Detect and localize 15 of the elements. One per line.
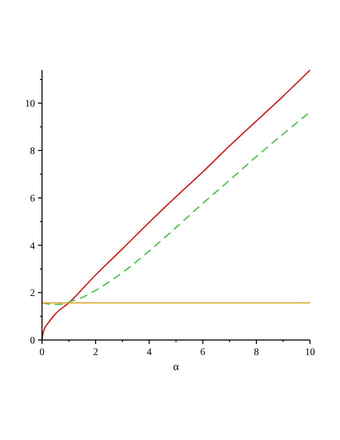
x-axis-title: α	[173, 361, 180, 373]
y-tick-label: 2	[30, 288, 35, 300]
x-tick-label: 8	[254, 347, 259, 358]
y-tick-label: 8	[30, 146, 35, 158]
y-tick-label: 6	[30, 193, 35, 204]
x-tick-label: 2	[93, 347, 98, 358]
x-tick-label: 0	[40, 347, 44, 358]
x-tick-label: 10	[305, 347, 315, 358]
line-series	[41, 111, 311, 306]
y-tick-label: 0	[30, 336, 35, 346]
line-series	[41, 69, 311, 341]
y-tick-label: 10	[25, 98, 35, 110]
x-tick-label: 6	[200, 347, 206, 358]
y-tick-label: 4	[30, 240, 35, 252]
x-tick-label: 4	[146, 347, 152, 358]
